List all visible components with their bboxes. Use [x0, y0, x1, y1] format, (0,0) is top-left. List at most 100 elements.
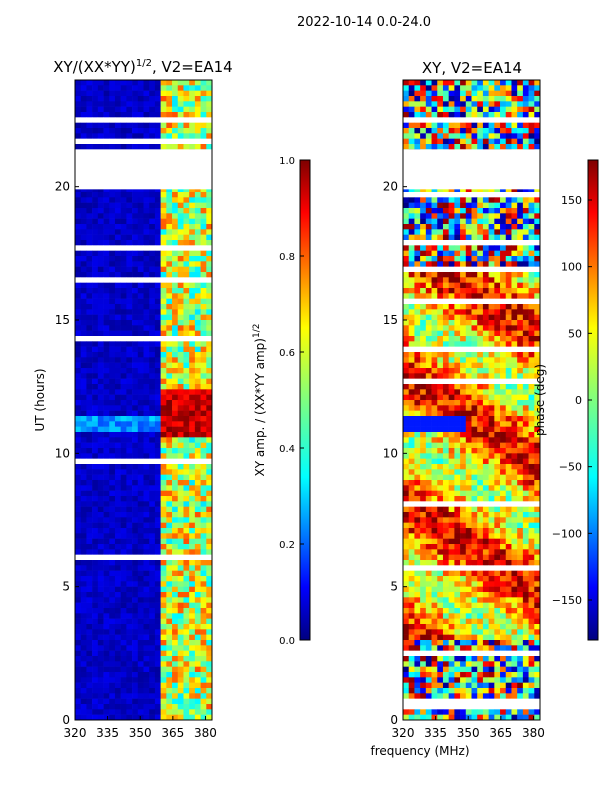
heatmap-cell [482, 416, 489, 422]
heatmap-cell [160, 112, 167, 118]
heatmap-cell [177, 549, 184, 555]
heatmap-cell [132, 624, 139, 630]
heatmap-cell [431, 245, 438, 251]
heatmap-cell [166, 352, 173, 358]
heatmap-cell [172, 613, 179, 619]
heatmap-cell [149, 357, 156, 363]
heatmap-cell [477, 245, 484, 251]
heatmap-cell [189, 608, 196, 614]
heatmap-cell [420, 117, 427, 123]
heatmap-cell [460, 240, 467, 246]
heatmap-cell [75, 373, 82, 379]
heatmap-cell [103, 576, 110, 582]
heatmap-cell [494, 426, 501, 433]
heatmap-cell [177, 218, 184, 225]
heatmap-cell [460, 533, 467, 539]
heatmap-cell [126, 416, 133, 422]
heatmap-cell [75, 656, 82, 662]
heatmap-cell [120, 133, 127, 139]
heatmap-cell [172, 378, 179, 385]
heatmap-cell [114, 549, 121, 555]
heatmap-cell [465, 400, 472, 406]
heatmap-cell [528, 213, 535, 219]
heatmap-cell [460, 522, 467, 529]
heatmap-cell [505, 437, 512, 443]
heatmap-cell [126, 272, 133, 278]
heatmap-cell [126, 133, 133, 139]
heatmap-cell [482, 522, 489, 529]
heatmap-cell [511, 261, 518, 267]
heatmap-cell [109, 112, 116, 118]
heatmap-cell [166, 506, 173, 513]
heatmap-cell [500, 346, 507, 353]
heatmap-cell [97, 256, 104, 262]
heatmap-cell [511, 362, 518, 369]
heatmap-cell [403, 458, 410, 465]
heatmap-cell [408, 405, 415, 411]
heatmap-cell [448, 133, 455, 139]
heatmap-cell [189, 592, 196, 598]
heatmap-cell [189, 565, 196, 571]
heatmap-cell [160, 709, 167, 715]
heatmap-cell [109, 250, 116, 257]
heatmap-cell [143, 325, 150, 331]
heatmap-cell [194, 608, 201, 614]
heatmap-cell [80, 229, 87, 235]
heatmap-cell [137, 581, 144, 587]
heatmap-cell [143, 544, 150, 550]
heatmap-cell [75, 314, 82, 321]
heatmap-cell [166, 581, 173, 587]
heatmap-cell [482, 101, 489, 107]
heatmap-cell [534, 400, 541, 406]
heatmap-cell [414, 272, 421, 278]
heatmap-cell [137, 602, 144, 609]
heatmap-cell [97, 405, 104, 411]
heatmap-cell [511, 309, 518, 315]
heatmap-cell [448, 197, 455, 203]
heatmap-cell [75, 293, 82, 299]
heatmap-cell [482, 432, 489, 438]
heatmap-cell [143, 618, 150, 625]
heatmap-cell [183, 714, 190, 721]
heatmap-cell [172, 85, 179, 91]
heatmap-cell [482, 421, 489, 427]
heatmap-cell [460, 186, 467, 193]
heatmap-cell [114, 602, 121, 609]
heatmap-cell [114, 597, 121, 603]
heatmap-cell [80, 581, 87, 587]
heatmap-cell [528, 522, 535, 529]
heatmap-cell [471, 336, 478, 342]
heatmap-cell [505, 202, 512, 209]
heatmap-cell [177, 245, 184, 251]
heatmap-cell [408, 309, 415, 315]
heatmap-cell [420, 272, 427, 278]
heatmap-cell [172, 528, 179, 534]
heatmap-cell [500, 218, 507, 225]
heatmap-cell [92, 250, 99, 257]
heatmap-cell [500, 298, 507, 305]
heatmap-cell [403, 506, 410, 513]
heatmap-cell [442, 80, 449, 86]
heatmap-cell [511, 112, 518, 118]
heatmap-cell [103, 448, 110, 454]
heatmap-cell [137, 266, 144, 273]
heatmap-cell [494, 85, 501, 91]
heatmap-cell [206, 506, 213, 513]
heatmap-cell [109, 682, 116, 689]
heatmap-cell [200, 645, 207, 651]
heatmap-cell [97, 565, 104, 571]
heatmap-cell [120, 373, 127, 379]
heatmap-cell [431, 464, 438, 470]
heatmap-cell [505, 112, 512, 118]
heatmap-cell [408, 474, 415, 481]
heatmap-cell [114, 528, 121, 534]
heatmap-cell [183, 485, 190, 491]
heatmap-cell [194, 117, 201, 123]
heatmap-cell [80, 80, 87, 86]
heatmap-cell [137, 496, 144, 502]
heatmap-cell [103, 714, 110, 721]
heatmap-cell [132, 426, 139, 433]
heatmap-cell [80, 85, 87, 91]
heatmap-cell [97, 96, 104, 102]
heatmap-cell [448, 357, 455, 363]
